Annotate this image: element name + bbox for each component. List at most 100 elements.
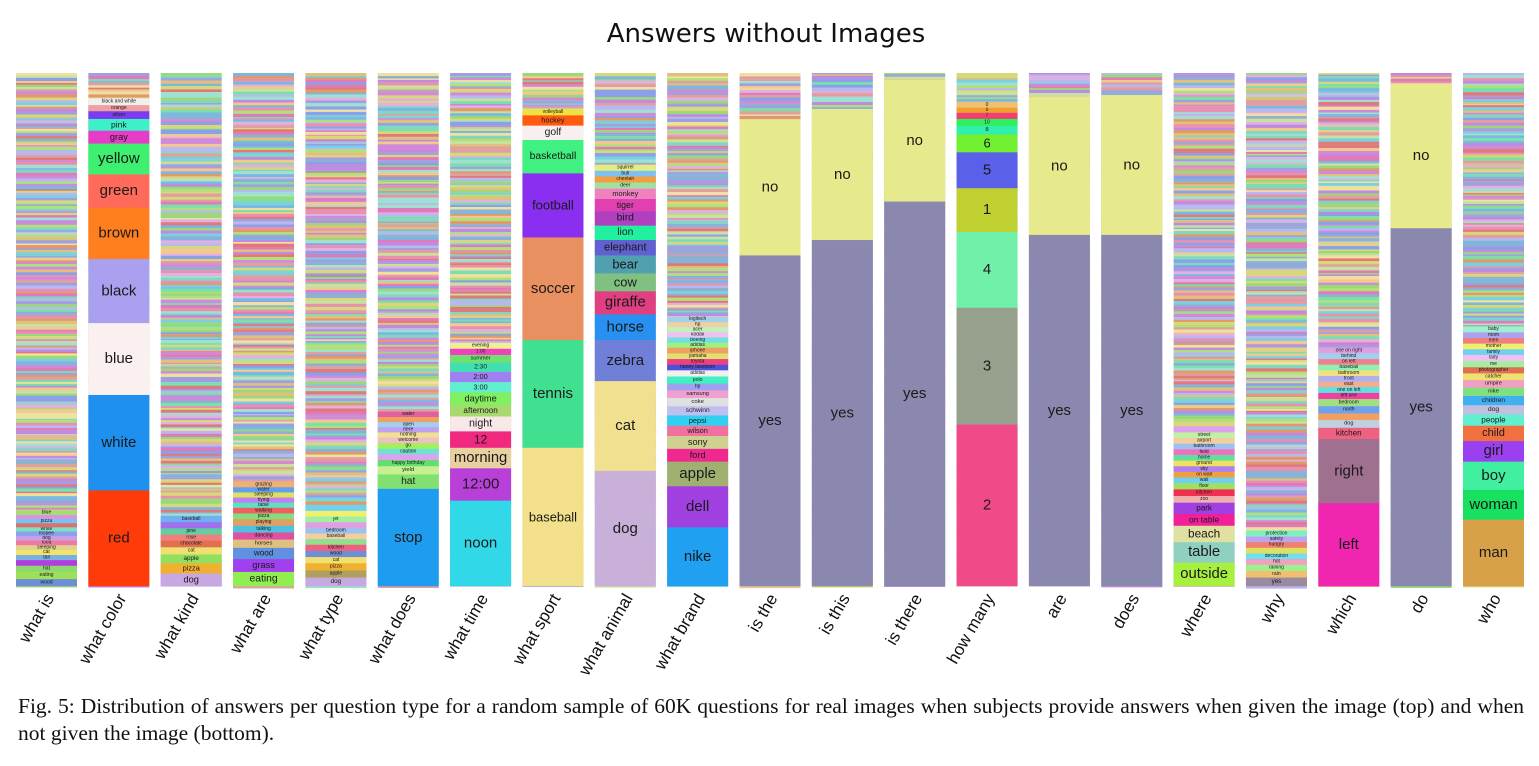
segment-what-is-item-3 (16, 559, 77, 566)
segment-label: baseball (1339, 364, 1358, 370)
segment-label: adidas (690, 342, 705, 348)
segment-label: pizza (183, 564, 201, 573)
segment-what-type-baseball (305, 533, 367, 540)
segment-label: yes (831, 404, 854, 421)
segment-label: no (1051, 157, 1068, 174)
segment-who-girl (1463, 440, 1524, 462)
segment-why-raining (1245, 564, 1307, 571)
segment-who-catcher (1463, 373, 1524, 381)
segment-does-yes (1101, 234, 1163, 587)
segment-what-does-nothing (377, 432, 439, 438)
segment-is-the-yes (739, 255, 801, 587)
segment-what-is-pizza (16, 518, 77, 524)
segment-label: hot (1273, 559, 1281, 565)
segment-label: green (100, 182, 138, 199)
segment-how-many-9 (956, 107, 1018, 113)
segment-label: volleyball (543, 109, 564, 115)
segment-what-type-apple (305, 570, 367, 578)
segment-label: no (1123, 156, 1140, 173)
segment-label: hp (695, 384, 701, 390)
segment-label: cheetah (616, 176, 634, 182)
segment-what-sport-football (522, 173, 584, 238)
segment-which-right (1318, 438, 1380, 504)
segment-what-kind-pizza (160, 562, 222, 574)
segment-label: iphone (690, 347, 705, 353)
segment-label: wall (1200, 477, 1209, 483)
chart-title: Answers without Images (607, 19, 926, 49)
segment-label: rose (186, 534, 196, 540)
segment-label: one on right (1336, 347, 1363, 353)
segment-label: eating (249, 573, 277, 584)
segment-label: polo (693, 377, 703, 383)
segment-who-man (1463, 519, 1524, 587)
segment-label: boy (1481, 467, 1506, 484)
segment-what-animal-bird (594, 211, 656, 226)
segment-how-many-7 (956, 112, 1018, 119)
segment-label: kitchen (1336, 429, 1362, 438)
segment-label: rain (1272, 571, 1281, 577)
segment-what-are-eating (233, 571, 295, 587)
segment-label: talking (256, 526, 271, 532)
segment-who-umpire (1463, 379, 1524, 388)
segment-what-brand-samsung (667, 390, 729, 399)
segment-label: 1 (983, 201, 991, 218)
segment-what-brand-logitech (667, 316, 729, 323)
segment-label: monkey (612, 189, 638, 198)
segment-do-yes (1390, 227, 1452, 587)
segment-what-color-white (88, 394, 150, 491)
segment-label: yes (1272, 578, 1282, 585)
segment-is-there-yes (884, 201, 946, 587)
segment-is-this-no (811, 108, 873, 241)
segment-what-animal-horse (594, 314, 656, 341)
category-label-is-this: is this (816, 591, 854, 638)
segment-label: baseball (327, 533, 346, 539)
segment-label: stop (394, 529, 422, 546)
segment-label: dog (1344, 421, 1353, 427)
segment-label: 2:30 (474, 363, 487, 370)
segment-label: 7 (986, 113, 989, 119)
segment-label: 1:00 (476, 349, 486, 355)
segment-label: dog (1488, 406, 1499, 413)
segment-which-bedroom (1318, 398, 1380, 407)
segment-how-many-3 (956, 307, 1018, 425)
segment-label: blue (105, 350, 133, 367)
segment-label: walking (255, 507, 272, 513)
segment-label: table (1188, 544, 1220, 560)
segment-what-color-yellow (88, 143, 150, 175)
segment-is-there-no (884, 79, 946, 202)
segment-label: water (257, 487, 270, 493)
segment-label: pizza (330, 564, 342, 570)
segment-label: silver (112, 112, 125, 118)
segment-label: toyota (691, 359, 705, 365)
segment-which-dog (1318, 419, 1380, 428)
segment-label: tall (43, 554, 49, 560)
segment-what-time-morning (450, 447, 512, 469)
segment-what-are-water (233, 486, 295, 493)
category-label-are: are (1042, 591, 1071, 622)
segment-which-on-left (1318, 358, 1380, 365)
segment-who-baby (1463, 326, 1524, 333)
segment-where-zoo (1173, 495, 1235, 503)
segment-what-time-summer (450, 354, 512, 363)
segment-label: man (1479, 544, 1508, 561)
segment-what-animal-elephant (594, 239, 656, 256)
segment-label: no (906, 132, 923, 149)
category-label-what-sport: what sport (508, 590, 564, 669)
segment-label: dog (613, 520, 638, 537)
segment-label: hungry (1269, 542, 1285, 548)
segment-what-brand-harley-davidson (667, 364, 729, 371)
segment-label: samsung (686, 391, 708, 397)
segment-what-color-brown (88, 207, 150, 260)
segment-what-are-dancing (233, 532, 295, 540)
segment-which-bathroom (1318, 370, 1380, 376)
segment-label: me (1490, 361, 1497, 367)
segment-what-sport-baseball (522, 447, 584, 587)
category-label-what-are: what are (225, 591, 275, 658)
segment-what-type-dog (305, 577, 367, 587)
segment-what-type-jet (305, 516, 367, 523)
segment-what-are-talking (233, 525, 295, 533)
segment-where-table (1173, 541, 1235, 563)
segment-label: 2:00 (473, 372, 487, 381)
segment-label: go (405, 443, 411, 449)
segment-label: 12 (474, 432, 487, 446)
